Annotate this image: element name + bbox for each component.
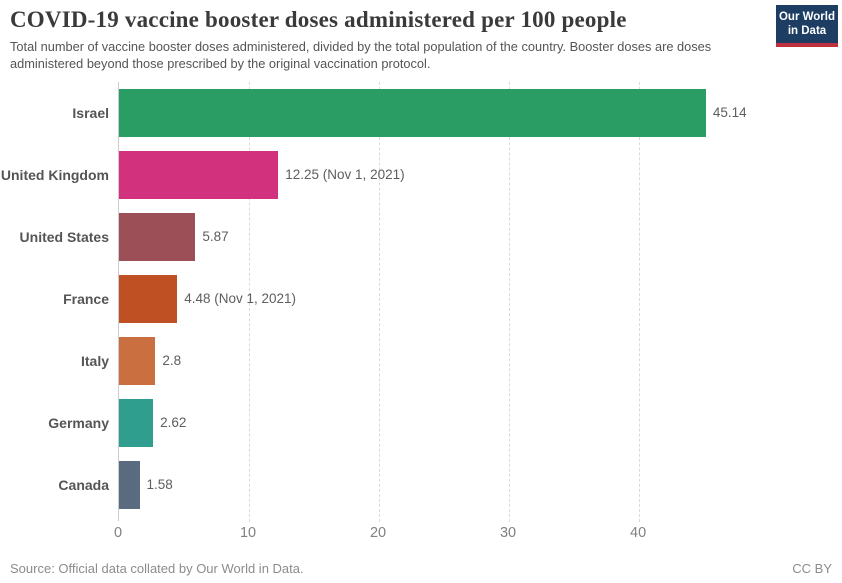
bar-value-canada: 1.58	[146, 477, 173, 493]
page-title: COVID-19 vaccine booster doses administe…	[10, 7, 627, 32]
category-label-united-states: United States	[19, 228, 109, 245]
x-tick-label-40: 40	[630, 524, 647, 541]
bar-israel[interactable]	[119, 88, 706, 137]
chart-header: COVID-19 vaccine booster doses administe…	[0, 0, 842, 73]
chart-subtitle: Total number of vaccine booster doses ad…	[10, 38, 712, 72]
license-link[interactable]: CC BY	[792, 561, 832, 576]
gridline-30	[509, 81, 511, 522]
owid-logo-line2: in Data	[787, 25, 827, 38]
bar-value-united-states: 5.87	[202, 229, 229, 245]
x-tick-label-20: 20	[369, 524, 387, 541]
bar-row-united-states: 5.87	[119, 206, 721, 268]
category-label-italy: Italy	[80, 352, 109, 369]
category-label-germany: Germany	[48, 414, 109, 431]
gridline-20	[379, 81, 381, 522]
x-axis: 0 10 20 30 40	[114, 515, 720, 546]
bar-row-france: 4.48 (Nov 1, 2021)	[119, 268, 721, 330]
bar-france[interactable]	[119, 274, 178, 323]
bar-united-kingdom[interactable]	[119, 150, 279, 199]
bar-canada[interactable]	[119, 460, 140, 509]
plot-wrap: Israel United Kingdom United States France I…	[0, 81, 842, 522]
category-label-united-kingdom: United Kingdom	[0, 166, 109, 183]
bar-united-states[interactable]	[119, 212, 196, 261]
category-labels-column: Israel United Kingdom United States France I…	[0, 82, 118, 516]
bar-row-united-kingdom: 12.25 (Nov 1, 2021)	[119, 144, 721, 206]
x-tick-label-30: 30	[499, 524, 517, 541]
bar-row-israel: 45.14	[119, 82, 747, 144]
owid-logo-line1: Our World	[778, 11, 835, 23]
chart-footer: Source: Official data collated by Our Wo…	[10, 561, 832, 576]
bar-germany[interactable]	[119, 398, 154, 447]
bar-value-germany: 2.62	[160, 415, 187, 431]
category-label-canada: Canada	[58, 476, 109, 493]
bar-chart: Israel United Kingdom United States France I…	[0, 81, 842, 546]
bar-row-germany: 2.62	[119, 392, 721, 454]
category-label-israel: Israel	[72, 104, 109, 121]
bar-value-france: 4.48 (Nov 1, 2021)	[184, 291, 297, 307]
gridline-10	[249, 81, 251, 522]
x-axis-zero-tick	[118, 515, 119, 521]
bar-value-italy: 2.8	[162, 353, 182, 369]
x-tick-label-0: 0	[113, 524, 123, 541]
bar-italy[interactable]	[119, 336, 156, 385]
bar-row-italy: 2.8	[119, 330, 721, 392]
gridline-40	[639, 81, 641, 522]
bar-value-united-kingdom: 12.25 (Nov 1, 2021)	[285, 167, 405, 183]
x-tick-label-10: 10	[239, 524, 257, 541]
plot-area: 45.14 12.25 (Nov 1, 2021) 5.87 4.48 (Nov 1,…	[118, 81, 747, 522]
source-note: Source: Official data collated by Our Wo…	[10, 561, 304, 576]
category-label-france: France	[63, 290, 109, 307]
bar-value-israel: 45.14	[712, 105, 747, 121]
bar-row-canada: 1.58	[119, 454, 721, 516]
owid-logo[interactable]: Our World in Data	[776, 5, 838, 47]
